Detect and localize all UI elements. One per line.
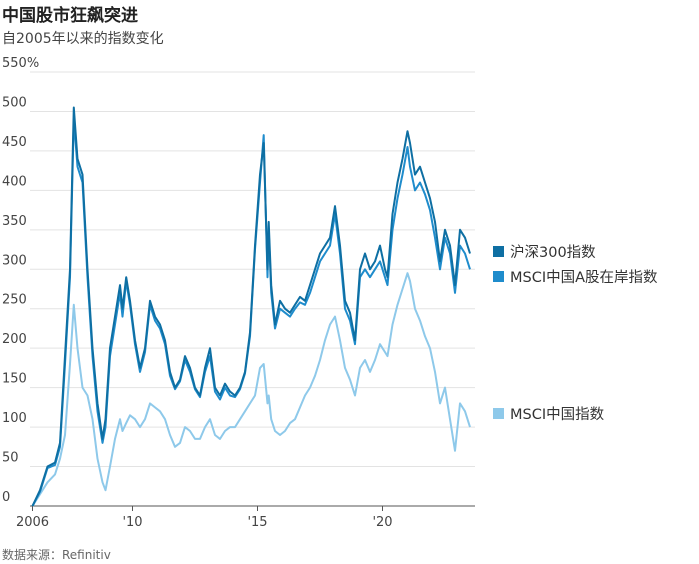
x-tick-label: '20 bbox=[372, 515, 392, 530]
y-tick-label: 200 bbox=[2, 332, 27, 347]
y-tick-label: 400 bbox=[2, 174, 27, 189]
series-lines bbox=[31, 106, 471, 507]
y-tick-label: 0 bbox=[2, 490, 10, 505]
legend-swatch bbox=[493, 408, 504, 419]
source-note: 数据来源：Refinitiv bbox=[2, 548, 111, 562]
x-axis: 2006 '10 '15 '20 bbox=[16, 505, 475, 530]
legend-label: 沪深300指数 bbox=[510, 244, 596, 261]
legend-label: MSCI中国A股在岸指数 bbox=[510, 269, 658, 286]
legend-label: MSCI中国指数 bbox=[510, 406, 605, 423]
legend-swatch bbox=[493, 271, 504, 282]
y-axis-labels: 0 50 100 150 200 250 300 350 400 450 500 550% bbox=[2, 56, 39, 505]
series-line bbox=[31, 106, 471, 507]
y-tick-label: 100 bbox=[2, 411, 27, 426]
chart-title: 中国股市狂飙突进 bbox=[2, 6, 138, 26]
legend-swatch bbox=[493, 246, 504, 257]
y-tick-label: 350 bbox=[2, 214, 27, 229]
y-tick-label: 250 bbox=[2, 293, 27, 308]
y-tick-label: 500 bbox=[2, 95, 27, 110]
y-tick-label: 50 bbox=[2, 451, 19, 466]
series-line bbox=[31, 272, 471, 507]
x-tick-label: 2006 bbox=[16, 515, 49, 530]
y-tick-label: 300 bbox=[2, 253, 27, 268]
y-tick-label: 150 bbox=[2, 372, 27, 387]
y-tick-label: 450 bbox=[2, 135, 27, 150]
chart-subtitle: 自2005年以来的指数变化 bbox=[2, 31, 164, 47]
x-tick-label: '15 bbox=[247, 515, 267, 530]
y-tick-label: 550% bbox=[2, 56, 39, 71]
legend: 沪深300指数 MSCI中国A股在岸指数 MSCI中国指数 bbox=[493, 244, 658, 423]
x-tick-label: '10 bbox=[122, 515, 142, 530]
